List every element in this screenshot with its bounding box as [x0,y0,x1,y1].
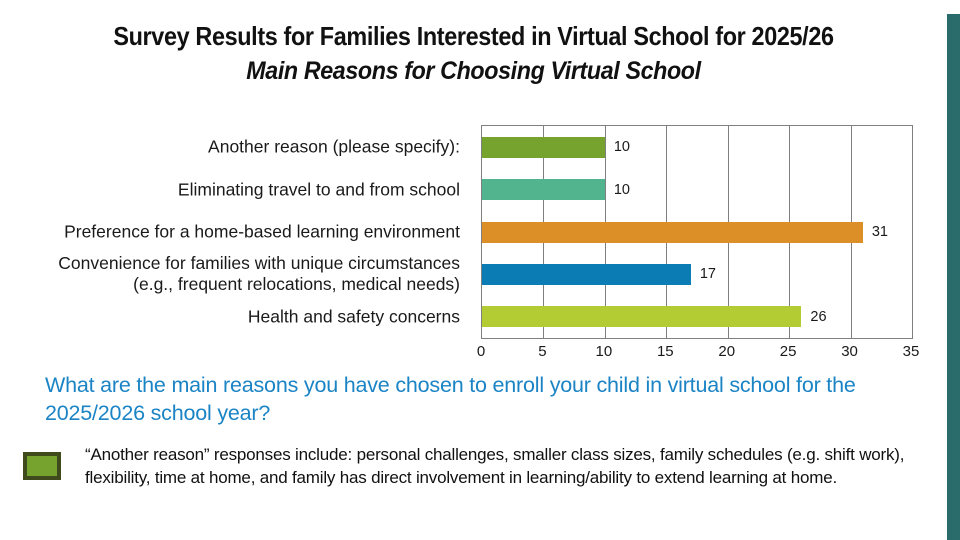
x-tick-label: 0 [476,343,486,360]
bar-value-label: 31 [871,224,888,240]
bar-value-label: 10 [613,181,630,198]
x-axis-tick-labels: 0 5 10 15 20 25 30 35 [477,343,920,363]
survey-question-text: What are the main reasons you have chose… [45,373,856,425]
bar [482,306,802,328]
x-tick-label: 5 [538,343,547,360]
x-tick-label: 30 [841,343,858,360]
x-tick-label: 25 [779,343,797,360]
chart-subtitle: Main Reasons for Choosing Virtual School [246,57,701,85]
plot-area: 10 10 31 17 26 [481,125,913,339]
category-label: Convenience for families with unique cir… [58,253,460,295]
bar [482,263,691,285]
bar-value-label: 10 [613,139,630,156]
legend-swatch-another-reason [23,452,61,480]
bar [482,179,605,201]
x-tick-label: 20 [718,343,736,360]
category-label: Preference for a home-based learning env… [64,221,460,242]
category-label: Another reason (please specify): [208,136,460,157]
title-block: Survey Results for Families Interested i… [0,18,947,88]
bar [482,221,863,243]
chart-title: Survey Results for Families Interested i… [113,21,834,51]
right-accent-bar [947,14,960,540]
another-reason-note: “Another reason” responses include: pers… [85,445,905,487]
x-tick-label: 15 [656,343,674,360]
x-tick-label: 10 [595,343,613,360]
bar-value-label: 17 [699,266,716,283]
x-tick-label: 35 [902,343,920,360]
bar-value-label: 26 [810,308,827,325]
category-label: Eliminating travel to and from school [177,179,460,200]
bar [482,136,605,158]
category-axis-labels: Another reason (please specify): Eliminat… [0,126,470,338]
category-label: Health and safety concerns [247,306,460,327]
